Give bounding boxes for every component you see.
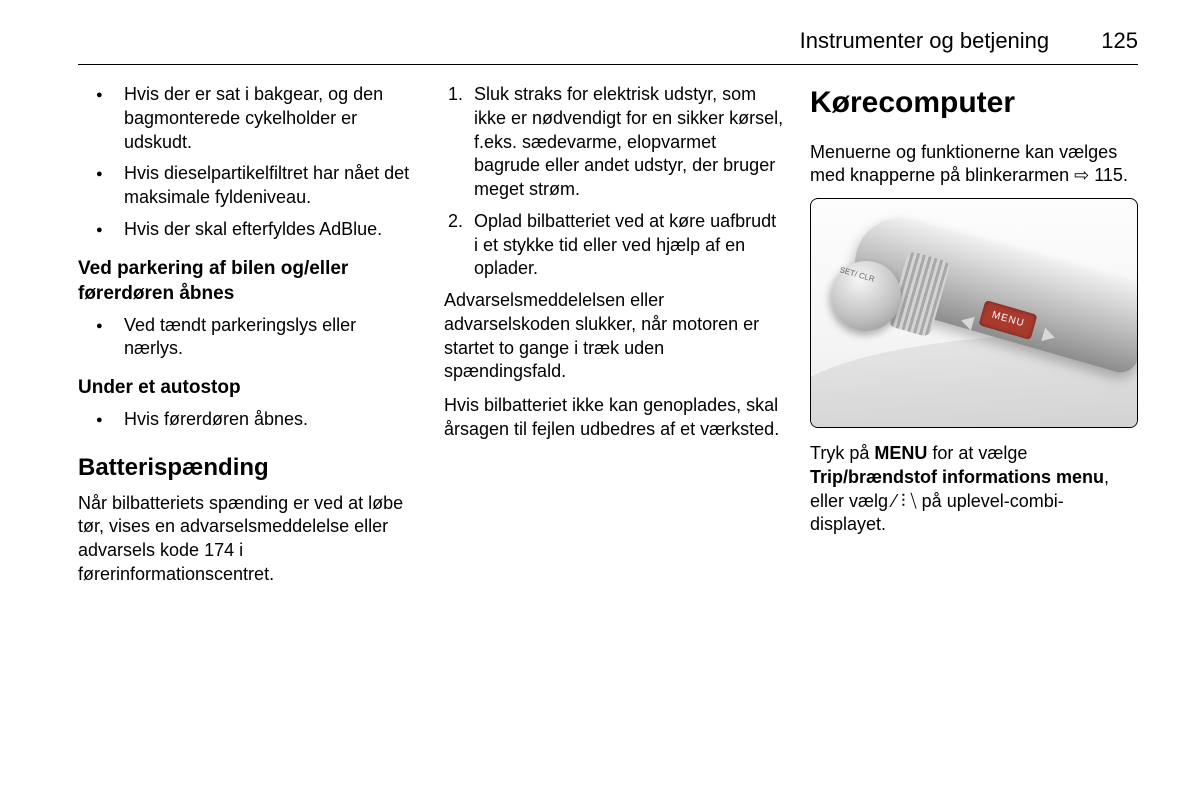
page-number: 125 (1101, 28, 1138, 54)
header-title: Instrumenter og betjening (800, 28, 1050, 54)
caption-trip-bold: Trip/brændstof informations menu (810, 467, 1104, 487)
intro-paragraph: Menuerne og funktionerne kan vælges med … (810, 141, 1138, 189)
column-1: Hvis der er sat i bakgear, og den bagmon… (78, 83, 418, 597)
stalk-illustration: SET/ CLR MENU (810, 198, 1138, 428)
heading-parking: Ved parkering af bilen og/eller førerdør… (78, 256, 418, 306)
page-header: Instrumenter og betjening 125 (78, 28, 1138, 65)
heading-autostop: Under et autostop (78, 375, 418, 400)
heading-battery: Batterispænding (78, 452, 418, 484)
bullets-autostop: Hvis førerdøren åbnes. (78, 408, 418, 432)
list-item: Hvis der skal efterfyldes AdBlue. (78, 218, 418, 242)
list-item: Hvis dieselpartikelfiltret har nået det … (78, 162, 418, 210)
warning-paragraph-2: Hvis bilbatteriet ikke kan genoplades, s… (444, 394, 784, 442)
reference-page: 115. (1089, 165, 1128, 185)
reference-arrow-icon: ⇨ (1074, 165, 1089, 185)
numbered-steps: Sluk straks for elektrisk udstyr, som ik… (444, 83, 784, 281)
manual-page: Instrumenter og betjening 125 Hvis der e… (0, 0, 1200, 637)
bullets-reverse-gear: Hvis der er sat i bakgear, og den bagmon… (78, 83, 418, 242)
list-item: Hvis der er sat i bakgear, og den bagmon… (78, 83, 418, 154)
column-2: Sluk straks for elektrisk udstyr, som ik… (444, 83, 784, 597)
caption-menu-bold: MENU (874, 443, 927, 463)
caption-paragraph: Tryk på MENU for at vælge Trip/brændstof… (810, 442, 1138, 537)
battery-paragraph: Når bilbatteriets spænding er ved at løb… (78, 492, 418, 587)
uplevel-symbol-icon: ⁄ ⫶ ⧹ (893, 491, 917, 511)
content-columns: Hvis der er sat i bakgear, og den bagmon… (78, 83, 1138, 597)
list-item: Sluk straks for elektrisk udstyr, som ik… (444, 83, 784, 202)
list-item: Ved tændt parkeringslys eller nærlys. (78, 314, 418, 362)
caption-text: for at vælge (927, 443, 1027, 463)
column-3: Kørecomputer Menuerne og funktionerne ka… (810, 83, 1138, 597)
bullets-parking: Ved tændt parkeringslys eller nærlys. (78, 314, 418, 362)
intro-text: Menuerne og funktionerne kan vælges med … (810, 142, 1117, 186)
list-item: Oplad bilbatteriet ved at køre uafbrudt … (444, 210, 784, 281)
warning-paragraph-1: Advarselsmeddelelsen eller advarselskode… (444, 289, 784, 384)
caption-text: Tryk på (810, 443, 874, 463)
heading-trip-computer: Kørecomputer (810, 83, 1138, 123)
list-item: Hvis førerdøren åbnes. (78, 408, 418, 432)
